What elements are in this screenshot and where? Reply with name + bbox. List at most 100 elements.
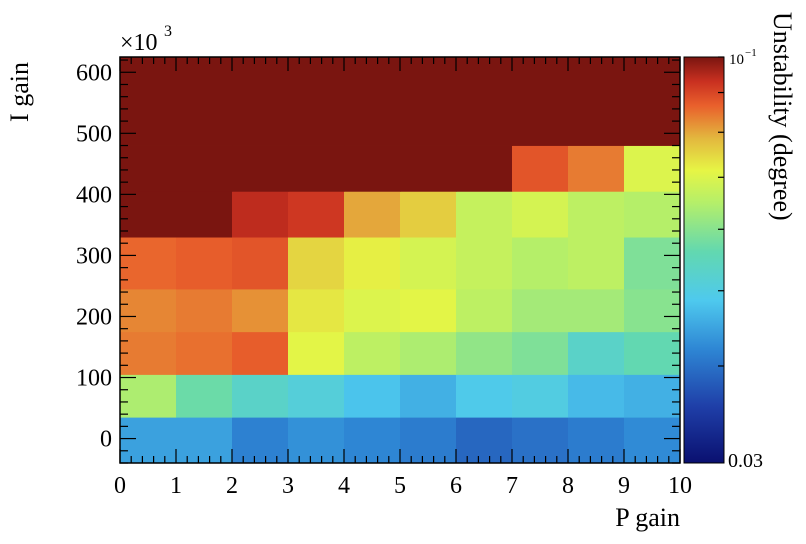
heatmap-cell bbox=[568, 191, 625, 238]
x-tick-label: 1 bbox=[170, 473, 182, 499]
heatmap-cell bbox=[400, 145, 457, 192]
heatmap-cell bbox=[456, 57, 513, 146]
heatmap-cell bbox=[456, 331, 513, 375]
heatmap-cell bbox=[288, 289, 345, 333]
heatmap-cell bbox=[624, 145, 681, 192]
x-axis-ticks: 0 1 2 3 4 5 6 7 8 9 10 bbox=[114, 57, 692, 499]
y-tick-label: 100 bbox=[76, 366, 112, 392]
heatmap-cell bbox=[344, 237, 401, 290]
heatmap-cell bbox=[288, 145, 345, 192]
heatmap-cell bbox=[120, 237, 177, 290]
heatmap-cell bbox=[456, 417, 513, 464]
y-axis-title: I gain bbox=[5, 62, 34, 122]
x-tick-label: 7 bbox=[506, 473, 518, 499]
heatmap-cell bbox=[120, 374, 177, 418]
y-tick-label: 500 bbox=[76, 121, 112, 147]
heatmap-cell bbox=[232, 237, 289, 290]
heatmap-cell bbox=[288, 191, 345, 238]
x-tick-label: 10 bbox=[668, 473, 692, 499]
heatmap-cell bbox=[456, 145, 513, 192]
heatmap-cell bbox=[568, 57, 625, 146]
y-tick-label: 200 bbox=[76, 304, 112, 330]
heatmap-cell bbox=[624, 331, 681, 375]
heatmap-cell bbox=[512, 417, 569, 464]
heatmap-cell bbox=[120, 191, 177, 238]
x-tick-label: 0 bbox=[114, 473, 126, 499]
x-tick-label: 6 bbox=[450, 473, 462, 499]
heatmap-cell bbox=[400, 417, 457, 464]
heatmap-cell bbox=[232, 331, 289, 375]
heatmap-cell bbox=[512, 57, 569, 146]
heatmap-cell bbox=[624, 57, 681, 146]
heatmap-cell bbox=[624, 191, 681, 238]
heatmap-cell bbox=[120, 145, 177, 192]
y-tick-label: 600 bbox=[76, 60, 112, 86]
colorbar-ticks bbox=[718, 56, 724, 367]
heatmap-cell bbox=[624, 417, 681, 464]
heatmap-cell bbox=[344, 417, 401, 464]
heatmap-cell bbox=[456, 237, 513, 290]
y-tick-label: 400 bbox=[76, 182, 112, 208]
heatmap-cell bbox=[176, 374, 233, 418]
y-axis-ticks: 0 100 200 300 400 500 600 bbox=[76, 59, 680, 464]
heatmap-cell bbox=[176, 145, 233, 192]
colorbar-max-label: 10 bbox=[729, 52, 744, 68]
heatmap-cell bbox=[120, 331, 177, 375]
x-tick-label: 3 bbox=[282, 473, 294, 499]
x-tick-label: 2 bbox=[226, 473, 238, 499]
heatmap-cell bbox=[288, 331, 345, 375]
heatmap-cell bbox=[288, 417, 345, 464]
colorbar bbox=[684, 57, 724, 463]
heatmap-cell bbox=[288, 237, 345, 290]
heatmap-cell bbox=[400, 289, 457, 333]
heatmap-cell bbox=[232, 417, 289, 464]
heatmap-cell bbox=[512, 289, 569, 333]
heatmap-cell bbox=[232, 57, 289, 146]
heatmap-cell bbox=[400, 331, 457, 375]
heatmap-cell bbox=[344, 145, 401, 192]
y-multiplier: ×10 bbox=[120, 30, 158, 56]
heatmap-cell bbox=[120, 57, 177, 146]
heatmap-cell bbox=[344, 374, 401, 418]
heatmap-cell bbox=[176, 191, 233, 238]
heatmap-cell bbox=[176, 289, 233, 333]
heatmap-cell bbox=[232, 374, 289, 418]
x-tick-label: 4 bbox=[338, 473, 350, 499]
heatmap-cells bbox=[120, 57, 681, 464]
y-tick-label: 0 bbox=[100, 427, 112, 453]
heatmap-cell bbox=[624, 289, 681, 333]
heatmap-cell bbox=[624, 237, 681, 290]
heatmap-cell bbox=[288, 374, 345, 418]
colorbar-frame bbox=[683, 56, 725, 464]
heatmap-cell bbox=[400, 191, 457, 238]
x-tick-label: 5 bbox=[394, 473, 406, 499]
heatmap-cell bbox=[344, 289, 401, 333]
heatmap-cell bbox=[400, 57, 457, 146]
y-multiplier-exponent: 3 bbox=[164, 23, 172, 40]
heatmap-cell bbox=[400, 374, 457, 418]
heatmap-cell bbox=[456, 374, 513, 418]
heatmap-cell bbox=[400, 237, 457, 290]
heatmap-cell bbox=[232, 289, 289, 333]
heatmap-cell bbox=[568, 331, 625, 375]
colorbar-min-label: 0.03 bbox=[728, 450, 763, 472]
heatmap-cell bbox=[176, 57, 233, 146]
heatmap-cell bbox=[456, 191, 513, 238]
heatmap-cell bbox=[568, 145, 625, 192]
heatmap-cell bbox=[512, 331, 569, 375]
x-tick-label: 9 bbox=[618, 473, 630, 499]
heatmap-cell bbox=[232, 145, 289, 192]
heatmap-cell bbox=[512, 191, 569, 238]
heatmap-cell bbox=[120, 417, 177, 464]
heatmap-cell bbox=[288, 57, 345, 146]
heatmap-cell bbox=[624, 374, 681, 418]
colorbar-title: Unstability (degree) bbox=[768, 12, 797, 221]
heatmap-cell bbox=[176, 417, 233, 464]
x-tick-label: 8 bbox=[562, 473, 574, 499]
heatmap-cell bbox=[344, 331, 401, 375]
heatmap-cell bbox=[568, 417, 625, 464]
heatmap-cell bbox=[568, 374, 625, 418]
heatmap-cell bbox=[512, 145, 569, 192]
heatmap-cell bbox=[456, 289, 513, 333]
heatmap-cell bbox=[512, 374, 569, 418]
